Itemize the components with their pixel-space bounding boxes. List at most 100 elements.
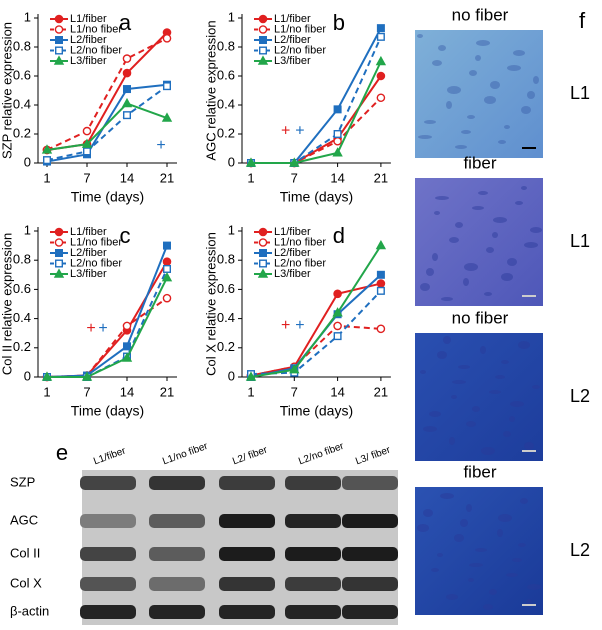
micrograph-texture [480, 346, 486, 354]
micrograph-texture [481, 447, 495, 455]
micrograph-texture [437, 351, 447, 359]
x-tick-label: 7 [83, 384, 90, 399]
y-tick-label: 0.2 [217, 125, 235, 140]
annotation: + [281, 317, 290, 334]
micrograph-texture [507, 65, 521, 71]
point [122, 111, 131, 120]
micrograph-texture [437, 553, 443, 557]
panel-label: c [120, 223, 131, 248]
y-tick-label: 0.6 [13, 281, 31, 296]
x-tick-label: 21 [374, 170, 388, 185]
micrograph-texture [423, 509, 433, 517]
micrograph-texture [447, 86, 461, 94]
micrograph-texture [455, 145, 467, 149]
point [333, 129, 342, 138]
micrograph-texture [515, 201, 523, 205]
x-tick-label: 7 [291, 170, 298, 185]
micrograph-texture [492, 232, 498, 238]
y-tick-label: 0 [228, 368, 235, 383]
blot-band [219, 547, 275, 561]
point [161, 272, 173, 282]
line [251, 61, 382, 164]
micrograph-texture [420, 283, 430, 291]
micrograph-texture [533, 76, 539, 84]
legend-label: L1/no fiber [70, 23, 122, 35]
micrograph-texture [434, 211, 440, 215]
legend-label: L2/fiber [70, 34, 107, 46]
micrograph-texture [513, 50, 525, 56]
blot-row-label: SZP [10, 474, 35, 489]
legend-label: L1/fiber [274, 13, 311, 25]
line [250, 245, 382, 378]
blot-band [342, 476, 398, 490]
line [250, 274, 382, 378]
point [162, 241, 171, 250]
point [333, 289, 342, 299]
micrograph-texture [432, 60, 442, 66]
image-title: fiber [463, 462, 496, 481]
legend-label: L2/fiber [70, 247, 107, 259]
micrograph-texture [426, 268, 434, 276]
blot-column-label: L2/ fiber [231, 444, 269, 467]
blot-band [342, 605, 398, 619]
micrograph-texture [518, 341, 530, 349]
micrograph-texture [443, 336, 451, 344]
blot-band [342, 514, 398, 528]
blot-band [285, 514, 341, 528]
line [46, 102, 168, 151]
legend-marker [258, 227, 268, 237]
micrograph-texture [446, 594, 458, 600]
point [41, 144, 53, 154]
micrograph-texture [417, 524, 429, 532]
x-tick-label: 1 [247, 384, 254, 399]
micrograph-texture [466, 504, 472, 512]
micrograph-texture [497, 529, 503, 537]
annotation: + [156, 137, 165, 154]
x-tick-label: 1 [43, 170, 50, 185]
image-title: no fiber [452, 308, 509, 327]
image-side-label: L2 [570, 540, 590, 560]
x-tick-label: 1 [43, 384, 50, 399]
micrograph-texture [424, 120, 436, 124]
point [376, 324, 386, 334]
annotation: + [281, 122, 290, 139]
blot-column-label: L2/no fiber [297, 441, 346, 468]
blot-row-label: AGC [10, 512, 38, 527]
legend-label: L3/fiber [70, 55, 107, 67]
micrograph-texture [489, 589, 497, 595]
legend-label: L1/no fiber [274, 23, 326, 35]
image-side-label: L1 [570, 231, 590, 251]
micrograph-texture [429, 411, 441, 417]
legend-marker [257, 55, 269, 65]
point [122, 85, 131, 94]
micrograph [415, 30, 543, 158]
blot-band [285, 605, 341, 619]
panel-label: d [333, 223, 345, 248]
micrograph-texture [498, 140, 506, 144]
micrograph [415, 333, 543, 461]
micrograph-texture [449, 237, 459, 243]
micrograph-texture [524, 442, 534, 450]
y-tick-label: 0.4 [217, 96, 235, 111]
blot-band [149, 514, 205, 528]
legend-label: L1/fiber [70, 13, 107, 25]
y-tick-label: 0.6 [217, 67, 235, 82]
micrograph-texture [469, 70, 477, 76]
image-title: no fiber [452, 5, 509, 24]
line [250, 324, 381, 377]
blot-row-label: β-actin [10, 603, 49, 618]
legend-label: L2/fiber [274, 34, 311, 46]
blot-band [80, 547, 136, 561]
micrograph-texture [521, 186, 527, 190]
legend-marker [55, 259, 64, 268]
image-side-label: L1 [570, 83, 590, 103]
legend-label: L2/no fiber [70, 257, 122, 269]
annotation: + [295, 317, 304, 334]
y-tick-label: 0 [228, 154, 235, 169]
panel-label: b [333, 10, 345, 35]
legend-label: L3/fiber [274, 55, 311, 67]
legend-marker [55, 46, 64, 55]
micrograph-texture [493, 217, 507, 223]
blot-band [80, 476, 136, 490]
